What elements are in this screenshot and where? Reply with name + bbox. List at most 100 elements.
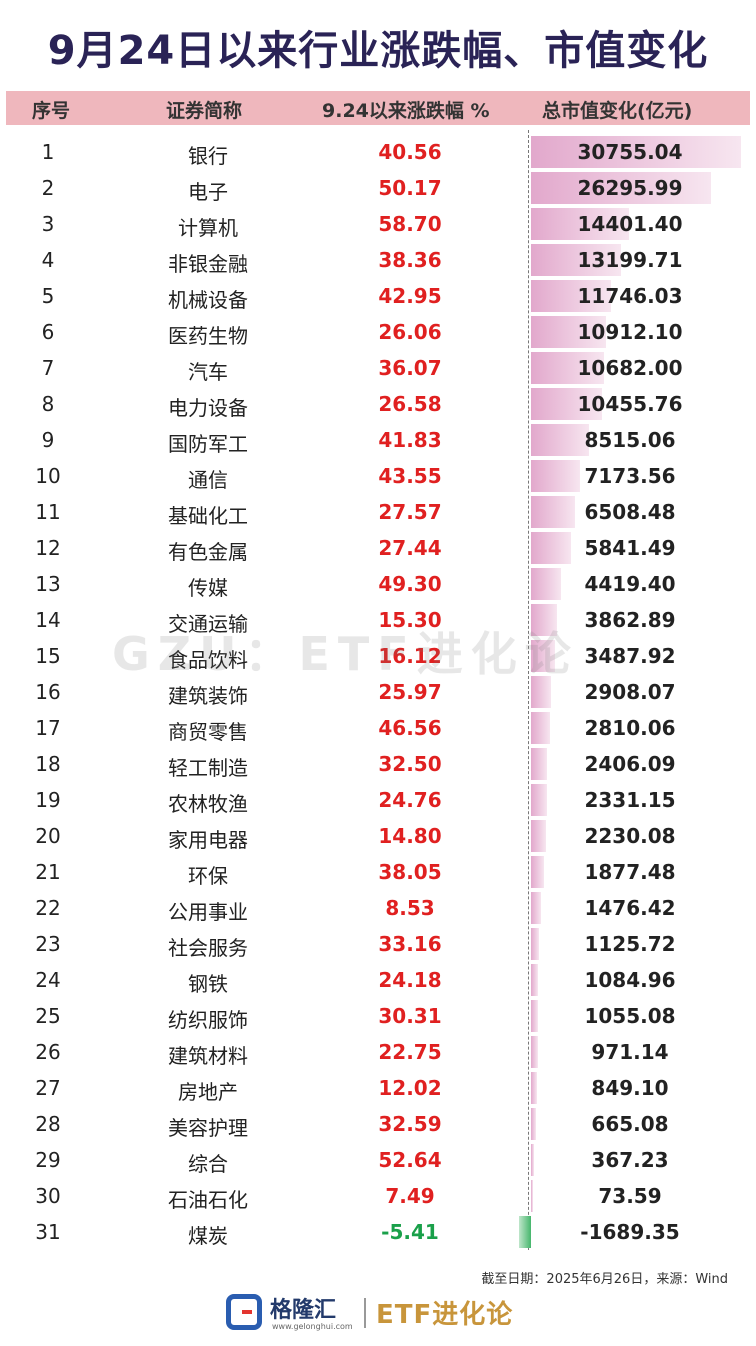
row-name: 石油石化 — [168, 1188, 248, 1212]
row-name: 建筑装饰 — [168, 684, 248, 708]
row-cap-value: 11746.03 — [577, 284, 683, 308]
cap-bar — [531, 1180, 533, 1212]
row-no: 8 — [41, 392, 55, 416]
row-cap-value: 30755.04 — [577, 140, 683, 164]
cap-bar — [531, 1072, 537, 1104]
cap-bar — [531, 352, 604, 384]
row-name: 交通运输 — [168, 612, 248, 636]
row-no: 16 — [35, 680, 61, 704]
row-name: 房地产 — [178, 1080, 238, 1104]
table-row: 13 传媒 49.30 4419.40 — [0, 566, 756, 602]
table-row: 1 银行 40.56 30755.04 — [0, 134, 756, 170]
row-change: 26.06 — [378, 320, 442, 344]
cap-bar — [531, 496, 576, 528]
table-row: 26 建筑材料 22.75 971.14 — [0, 1034, 756, 1070]
row-change: 38.36 — [378, 248, 442, 272]
row-name: 社会服务 — [168, 936, 248, 960]
cap-bar — [531, 1144, 534, 1176]
row-cap-value: 1055.08 — [584, 1004, 676, 1028]
cap-bar — [531, 316, 606, 348]
cap-bar — [531, 856, 544, 888]
row-name: 电力设备 — [168, 396, 248, 420]
row-cap-value: 4419.40 — [584, 572, 676, 596]
cap-bar — [531, 208, 630, 240]
row-cap-value: 1084.96 — [584, 968, 676, 992]
row-no: 7 — [41, 356, 55, 380]
row-cap-value: 849.10 — [591, 1076, 669, 1100]
table-row: 20 家用电器 14.80 2230.08 — [0, 818, 756, 854]
table-row: 23 社会服务 33.16 1125.72 — [0, 926, 756, 962]
row-name: 美容护理 — [168, 1116, 248, 1140]
cap-bar — [531, 784, 547, 816]
header-change: 9.24以来涨跌幅 % — [322, 100, 490, 122]
row-change: 26.58 — [378, 392, 442, 416]
row-cap-value: 665.08 — [591, 1112, 669, 1136]
row-cap-value: 13199.71 — [577, 248, 683, 272]
cap-bar — [531, 820, 547, 852]
cap-bar — [531, 1108, 536, 1140]
cap-bar — [531, 172, 711, 204]
row-change: 7.49 — [385, 1184, 435, 1208]
row-no: 19 — [35, 788, 61, 812]
table-row: 21 环保 38.05 1877.48 — [0, 854, 756, 890]
row-cap-value: 7173.56 — [584, 464, 676, 488]
row-name: 家用电器 — [168, 828, 248, 852]
row-name: 轻工制造 — [168, 756, 248, 780]
cap-column-divider — [528, 130, 529, 1250]
row-change: 30.31 — [378, 1004, 442, 1028]
row-change: 33.16 — [378, 932, 442, 956]
table-row: 29 综合 52.64 367.23 — [0, 1142, 756, 1178]
logo-name: 格隆汇 — [270, 1298, 337, 1323]
row-change: 27.44 — [378, 536, 442, 560]
cap-bar — [531, 964, 539, 996]
row-change: 46.56 — [378, 716, 442, 740]
table-row: 10 通信 43.55 7173.56 — [0, 458, 756, 494]
row-change: 40.56 — [378, 140, 442, 164]
row-cap-value: 2810.06 — [584, 716, 676, 740]
row-no: 4 — [41, 248, 55, 272]
row-name: 食品饮料 — [168, 648, 248, 672]
header-no: 序号 — [32, 100, 71, 122]
row-no: 10 — [35, 464, 61, 488]
table-row: 7 汽车 36.07 10682.00 — [0, 350, 756, 386]
row-no: 5 — [41, 284, 55, 308]
row-no: 13 — [35, 572, 61, 596]
table-row: 27 房地产 12.02 849.10 — [0, 1070, 756, 1106]
row-cap-value: 10682.00 — [577, 356, 683, 380]
row-change: 27.57 — [378, 500, 442, 524]
row-no: 24 — [35, 968, 61, 992]
row-cap-value: 10455.76 — [577, 392, 683, 416]
row-cap-value: 3862.89 — [584, 608, 676, 632]
row-no: 26 — [35, 1040, 61, 1064]
table-row: 6 医药生物 26.06 10912.10 — [0, 314, 756, 350]
row-no: 17 — [35, 716, 61, 740]
table-row: 3 计算机 58.70 14401.40 — [0, 206, 756, 242]
cap-bar — [531, 136, 741, 168]
cap-bar — [531, 532, 571, 564]
row-change: 49.30 — [378, 572, 442, 596]
cap-bar — [531, 892, 542, 924]
row-no: 23 — [35, 932, 61, 956]
row-no: 27 — [35, 1076, 61, 1100]
logo-url: www.gelonghui.com — [272, 1322, 353, 1331]
row-cap-value: -1689.35 — [580, 1220, 680, 1244]
table-row: 30 石油石化 7.49 73.59 — [0, 1178, 756, 1214]
cap-bar — [531, 424, 590, 456]
row-cap-value: 5841.49 — [584, 536, 676, 560]
row-cap-value: 6508.48 — [584, 500, 676, 524]
row-cap-value: 2230.08 — [584, 824, 676, 848]
row-cap-value: 2908.07 — [584, 680, 676, 704]
row-no: 29 — [35, 1148, 61, 1172]
row-no: 28 — [35, 1112, 61, 1136]
table-row: 28 美容护理 32.59 665.08 — [0, 1106, 756, 1142]
row-no: 18 — [35, 752, 61, 776]
row-change: 24.18 — [378, 968, 442, 992]
row-no: 22 — [35, 896, 61, 920]
row-cap-value: 14401.40 — [577, 212, 683, 236]
table-row: 5 机械设备 42.95 11746.03 — [0, 278, 756, 314]
row-cap-value: 2406.09 — [584, 752, 676, 776]
row-change: 38.05 — [378, 860, 442, 884]
cap-bar — [531, 388, 603, 420]
row-cap-value: 2331.15 — [584, 788, 676, 812]
row-cap-value: 367.23 — [591, 1148, 669, 1172]
